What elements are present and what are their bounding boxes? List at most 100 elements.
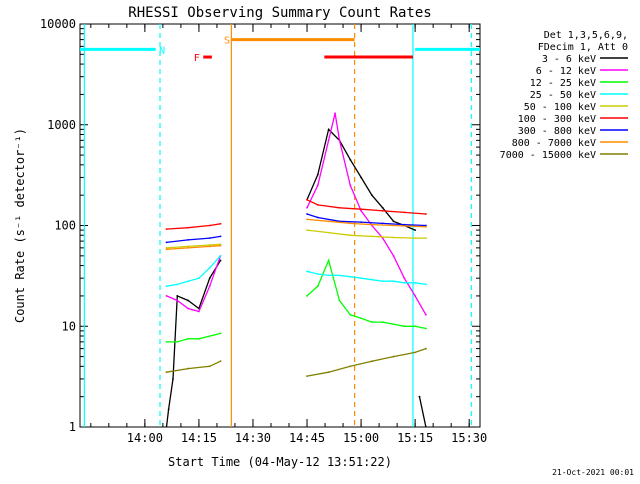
data-point [338,139,341,142]
data-point [360,317,362,320]
data-point [208,266,211,269]
data-point [392,220,395,223]
data-point [219,332,222,335]
data-point [219,244,222,247]
data-point [425,347,427,350]
data-point [349,222,352,225]
data-point [392,224,395,227]
x-tick-label: 14:15 [181,431,217,445]
data-point [327,128,330,131]
data-point [165,295,168,297]
data-point [381,222,384,225]
data-point [165,340,168,343]
data-point [187,238,190,241]
data-point [198,277,200,280]
data-point [370,235,373,238]
data-point [208,244,211,246]
data-point [360,208,362,211]
state-bar-label: F [194,53,200,64]
data-point [165,426,168,427]
data-point [219,235,222,238]
data-point [208,277,211,280]
legend-header: FDecim 1, Att 0 [538,42,628,53]
data-point [425,237,427,239]
x-tick-label: 14:45 [289,431,325,445]
data-point [165,228,168,231]
data-point [176,340,179,343]
data-point [208,365,211,368]
data-point [219,259,222,262]
data-point [414,325,417,328]
data-point [414,295,417,297]
data-point [306,270,308,273]
data-point [338,206,341,209]
y-axis-label: Count Rate (s⁻¹ detector⁻¹) [13,128,27,323]
y-tick-label: 100 [54,219,76,233]
footer-timestamp: 21-Oct-2021 00:01 [552,468,634,477]
data-point [349,365,352,368]
data-point [349,313,352,316]
data-point [208,245,211,248]
data-point [316,204,319,206]
data-point [306,295,308,297]
state-bar-label: N [159,45,165,56]
x-tick-label: 14:00 [127,431,163,445]
chart-title: RHESSI Observing Summary Count Rates [128,5,431,21]
data-point [403,223,406,226]
data-point [187,226,190,229]
data-point [338,274,341,277]
data-point [165,285,168,288]
data-point [219,222,222,225]
data-point [392,280,395,283]
data-point [198,310,200,313]
data-point [316,273,319,275]
series-line-3 [166,255,426,287]
data-point [208,285,211,288]
data-point [334,112,337,115]
data-point [392,254,395,257]
state-bar-label: S [224,36,230,47]
data-point [198,337,200,340]
legend-label: 100 - 300 keV [518,114,596,125]
data-point [187,246,190,249]
data-point [208,237,211,239]
data-point [403,211,406,214]
data-point [360,277,362,280]
data-point [306,218,308,221]
data-point [306,375,308,378]
data-point [316,173,319,176]
data-point [187,245,190,248]
data-point [165,241,168,244]
data-point [187,337,190,340]
data-point [381,209,384,212]
data-point [425,313,427,316]
data-point [414,229,417,232]
data-point [219,254,222,257]
data-point [176,283,179,286]
legend-label: 6 - 12 keV [536,66,596,77]
data-point [187,307,190,310]
data-point [425,225,427,228]
data-point [219,360,222,363]
data-point [392,236,395,239]
data-point [370,321,373,323]
data-point [425,224,427,227]
data-point [208,224,211,227]
data-point [381,237,384,239]
data-point [414,351,417,354]
legend-label: 25 - 50 keV [530,90,596,101]
series-line-8 [166,347,427,377]
data-point [165,246,168,249]
data-point [172,378,174,380]
data-point [327,274,330,277]
data-point [370,360,373,363]
data-point [381,206,384,209]
data-point [165,371,168,374]
data-point [403,281,406,284]
data-point [306,206,308,209]
data-point [167,408,170,411]
legend-label: 12 - 25 keV [530,78,596,89]
series-line-0 [165,128,427,427]
data-point [327,220,330,223]
